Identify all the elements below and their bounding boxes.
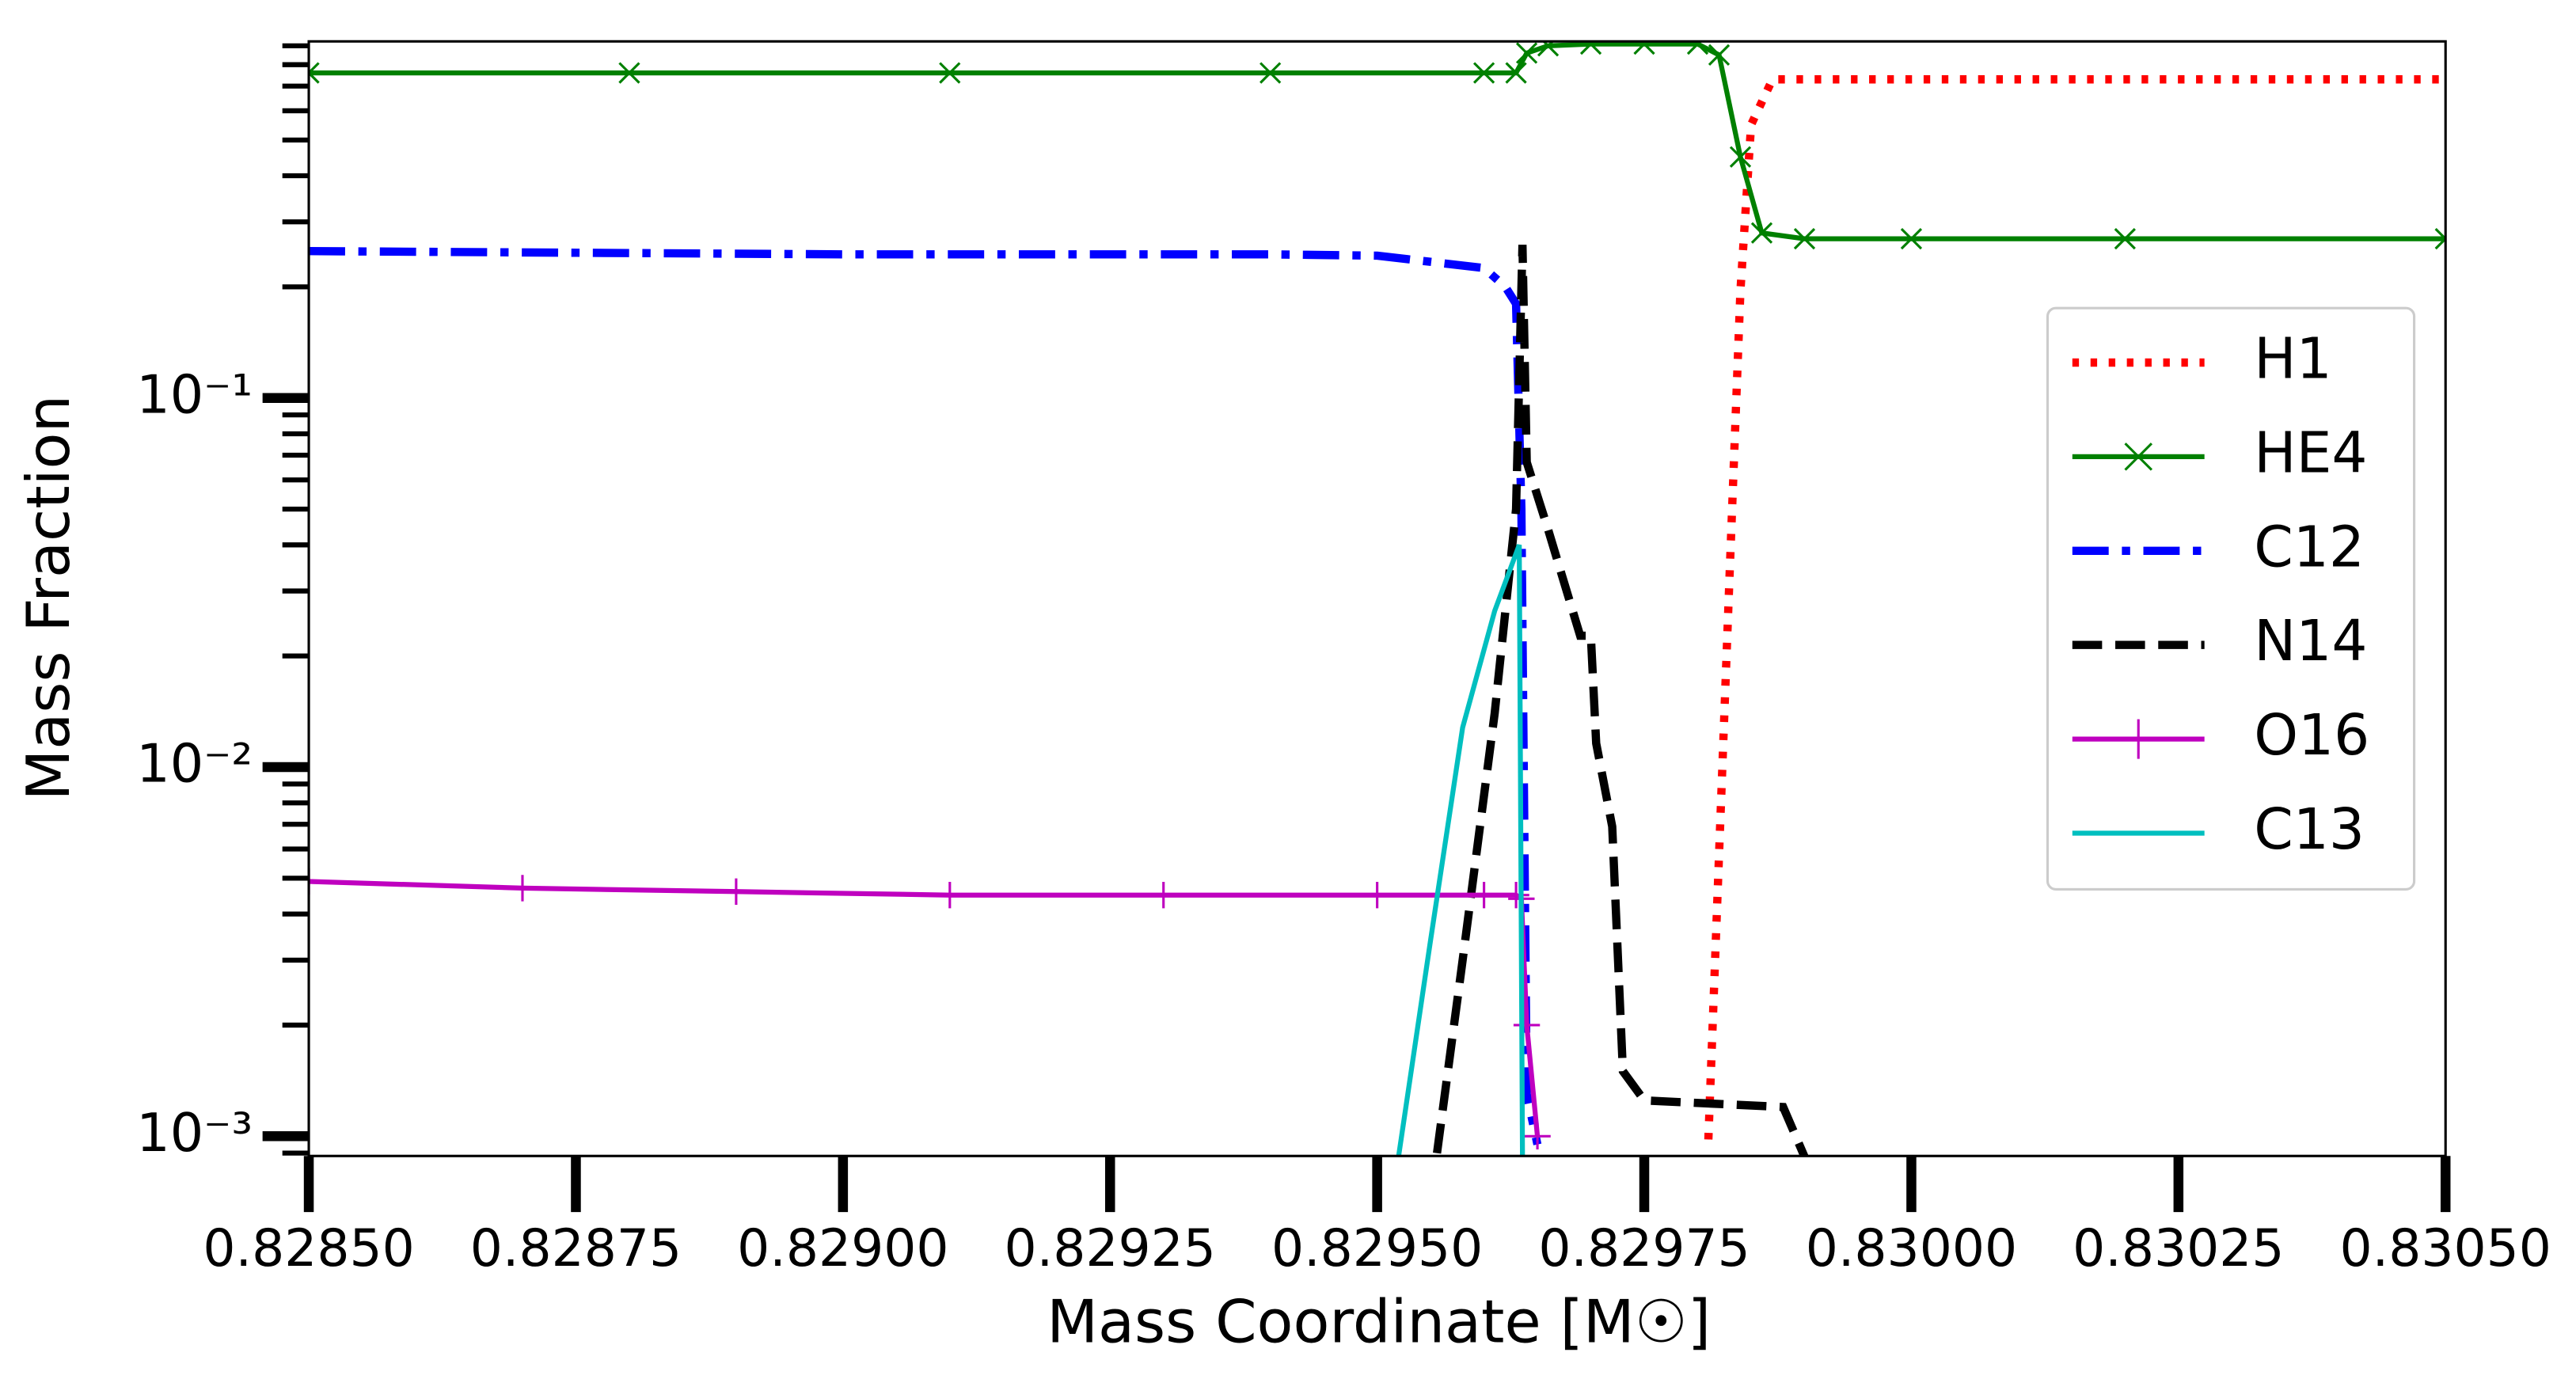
plot-area — [309, 41, 2446, 1157]
series-line — [1433, 245, 1809, 1157]
marker — [1513, 1012, 1541, 1039]
x-tick-label: 0.82925 — [1005, 1219, 1216, 1278]
x-axis-label: Mass Coordinate [M☉] — [1047, 1287, 1711, 1357]
y-tick-label: 10⁻¹ — [136, 363, 253, 425]
marker — [1537, 41, 1560, 57]
marker — [723, 878, 750, 905]
marker — [1470, 882, 1498, 909]
series-line — [1704, 75, 2446, 1140]
marker — [937, 882, 963, 909]
legend: H1 HE4 C12 N14 O16 C13 — [2046, 306, 2416, 891]
series — [309, 247, 1542, 1145]
marker — [1793, 228, 1816, 250]
marker — [1900, 228, 1923, 250]
x-tick-label: 0.82850 — [203, 1219, 414, 1278]
x-tick-label: 0.82900 — [737, 1219, 948, 1278]
marker — [618, 62, 640, 84]
marker — [1579, 41, 1602, 55]
series — [309, 41, 2446, 250]
marker — [2434, 228, 2446, 250]
legend-label: O16 — [2254, 702, 2369, 768]
x-tick-label: 0.83025 — [2073, 1219, 2284, 1278]
marker — [1260, 62, 1282, 84]
marker — [1505, 62, 1527, 84]
plot-frame — [307, 40, 2447, 1157]
y-tick-label: 10⁻³ — [136, 1102, 253, 1164]
series-line — [309, 879, 1541, 1137]
marker — [1524, 1123, 1551, 1149]
series — [1704, 75, 2446, 1140]
y-axis-label: Mass Fraction — [13, 395, 83, 801]
series — [1433, 245, 1809, 1157]
marker — [1633, 41, 1655, 55]
x-tick-label: 0.83000 — [1806, 1219, 2017, 1278]
legend-label: C13 — [2254, 796, 2365, 862]
x-tick-label: 0.83050 — [2340, 1219, 2551, 1278]
marker — [1750, 222, 1773, 244]
x-tick-label: 0.82875 — [470, 1219, 682, 1278]
marker — [1363, 882, 1391, 909]
legend-label: H1 — [2254, 326, 2331, 392]
marker — [1503, 882, 1529, 909]
marker — [1729, 146, 1752, 168]
marker — [1472, 62, 1495, 84]
legend-label: N14 — [2254, 608, 2367, 674]
series — [1396, 544, 1525, 1157]
series-line — [1396, 544, 1525, 1157]
marker — [2114, 228, 2136, 250]
series-line — [309, 41, 2446, 241]
marker — [1686, 41, 1709, 55]
y-tick-label: 10⁻² — [136, 733, 253, 795]
marker — [1708, 44, 1731, 66]
legend-label: HE4 — [2254, 420, 2367, 485]
marker — [1150, 882, 1177, 909]
x-tick-label: 0.82950 — [1271, 1219, 1483, 1278]
marker — [939, 62, 961, 84]
series — [309, 868, 1551, 1149]
marker — [509, 875, 536, 902]
marker — [1515, 42, 1538, 64]
legend-label: C12 — [2254, 514, 2365, 579]
legend-marker — [2124, 443, 2153, 471]
x-tick-label: 0.82975 — [1538, 1219, 1750, 1278]
marker — [309, 868, 322, 895]
series-line — [309, 247, 1542, 1145]
marker — [309, 62, 320, 84]
